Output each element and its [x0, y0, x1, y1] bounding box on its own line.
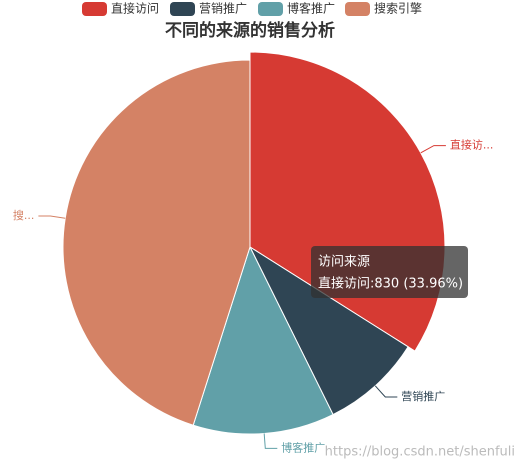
slice-label: 博客推广: [281, 440, 325, 454]
legend-swatch: [82, 2, 107, 16]
tooltip-text: 直接访问:830 (33.96%): [318, 276, 463, 292]
legend-label: 博客推广: [287, 1, 335, 16]
pie-slice: [62, 59, 251, 426]
legend-label: 搜索引擎: [374, 1, 422, 16]
label-line: [374, 385, 398, 398]
chart-title: 不同的来源的销售分析: [165, 20, 335, 41]
slice-label: 搜...: [13, 208, 35, 222]
pie-slice: [248, 245, 409, 416]
label-line: [38, 215, 66, 219]
tooltip-box: [311, 246, 468, 298]
legend-label: 直接访问: [111, 1, 159, 16]
legend-label: 营销推广: [199, 2, 247, 16]
label-line: [420, 145, 446, 154]
slice-label: 直接访...: [450, 138, 494, 152]
legend-swatch: [170, 2, 195, 16]
label-line: [263, 433, 278, 449]
legend-swatch: [258, 2, 283, 16]
pie-slice: [192, 245, 334, 435]
slice-label: 营销推广: [401, 389, 445, 403]
legend-swatch: [345, 2, 370, 16]
tooltip-title: 访问来源: [318, 255, 370, 270]
watermark: https://blog.csdn.net/shenfuli: [325, 445, 515, 460]
